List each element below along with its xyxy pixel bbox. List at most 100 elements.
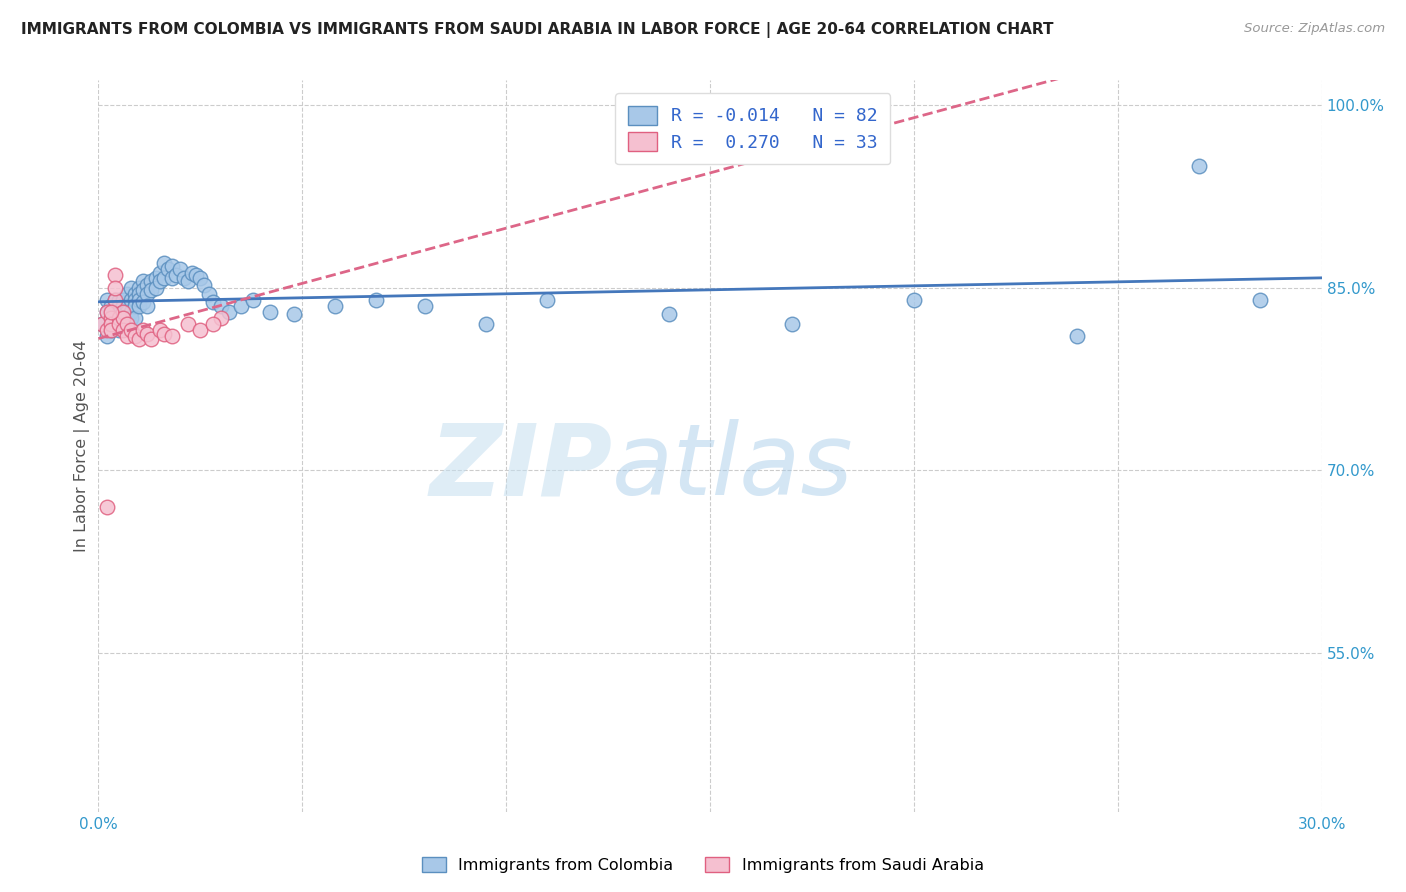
Point [128,299,150,313]
Point [104,280,127,294]
Point [160,259,183,273]
Point [188,323,212,337]
Point [780,146,803,161]
Point [141,283,163,297]
Point [128,293,150,307]
Point [188,270,212,285]
Point [152,256,174,270]
Text: Source: ZipAtlas.com: Source: ZipAtlas.com [1244,22,1385,36]
Point [96,329,118,343]
Point [141,332,163,346]
Y-axis label: In Labor Force | Age 20-64: In Labor Force | Age 20-64 [75,340,90,552]
Point [100,311,122,326]
Point [165,268,187,283]
Point [111,293,134,307]
Point [136,286,159,301]
Point [91,317,114,331]
Point [149,323,172,337]
Point [259,305,281,319]
Text: ZIP: ZIP [429,419,612,516]
Point [111,323,134,337]
Point [1188,159,1211,173]
Point [413,299,436,313]
Point [128,280,150,294]
Point [136,278,159,293]
Point [152,270,174,285]
Point [231,299,253,313]
Point [149,275,172,289]
Point [111,305,134,319]
Point [100,317,122,331]
Point [160,270,183,285]
Point [283,307,305,321]
Point [169,262,191,277]
Point [124,299,146,313]
Point [145,280,167,294]
Point [1066,329,1088,343]
Point [124,329,146,343]
Point [108,293,131,307]
Point [104,305,127,319]
Point [111,311,134,326]
Point [218,305,240,319]
Point [104,311,127,326]
Point [128,286,150,301]
Point [1249,293,1271,307]
Point [120,311,142,326]
Text: atlas: atlas [612,419,853,516]
Point [120,305,142,319]
Point [108,323,131,337]
Point [132,295,155,310]
Point [91,317,114,331]
Point [100,323,122,337]
Point [197,286,219,301]
Point [108,311,131,326]
Point [100,305,122,319]
Point [104,293,127,307]
Point [201,317,224,331]
Point [780,317,803,331]
Point [104,268,127,283]
Point [186,268,208,283]
Point [120,293,142,307]
Point [115,286,138,301]
Point [658,307,681,321]
Point [124,293,146,307]
Point [323,299,346,313]
Point [96,305,118,319]
Point [108,317,131,331]
Point [173,270,195,285]
Point [100,323,122,337]
Point [96,293,118,307]
Point [120,280,142,294]
Point [120,323,142,337]
Point [177,275,200,289]
Point [152,326,174,341]
Point [111,311,134,326]
Point [115,317,138,331]
Point [124,286,146,301]
Point [136,326,159,341]
Point [111,305,134,319]
Legend: Immigrants from Colombia, Immigrants from Saudi Arabia: Immigrants from Colombia, Immigrants fro… [415,851,991,880]
Point [108,317,131,331]
Point [115,305,138,319]
Point [474,317,498,331]
Point [96,305,118,319]
Point [108,299,131,313]
Point [156,262,179,277]
Point [111,317,134,331]
Point [124,311,146,326]
Point [177,317,200,331]
Point [100,299,122,313]
Point [364,293,387,307]
Point [201,295,224,310]
Point [193,278,215,293]
Point [209,311,232,326]
Point [115,311,138,326]
Point [141,275,163,289]
Point [104,293,127,307]
Point [96,500,118,514]
Point [242,293,264,307]
Point [136,299,159,313]
